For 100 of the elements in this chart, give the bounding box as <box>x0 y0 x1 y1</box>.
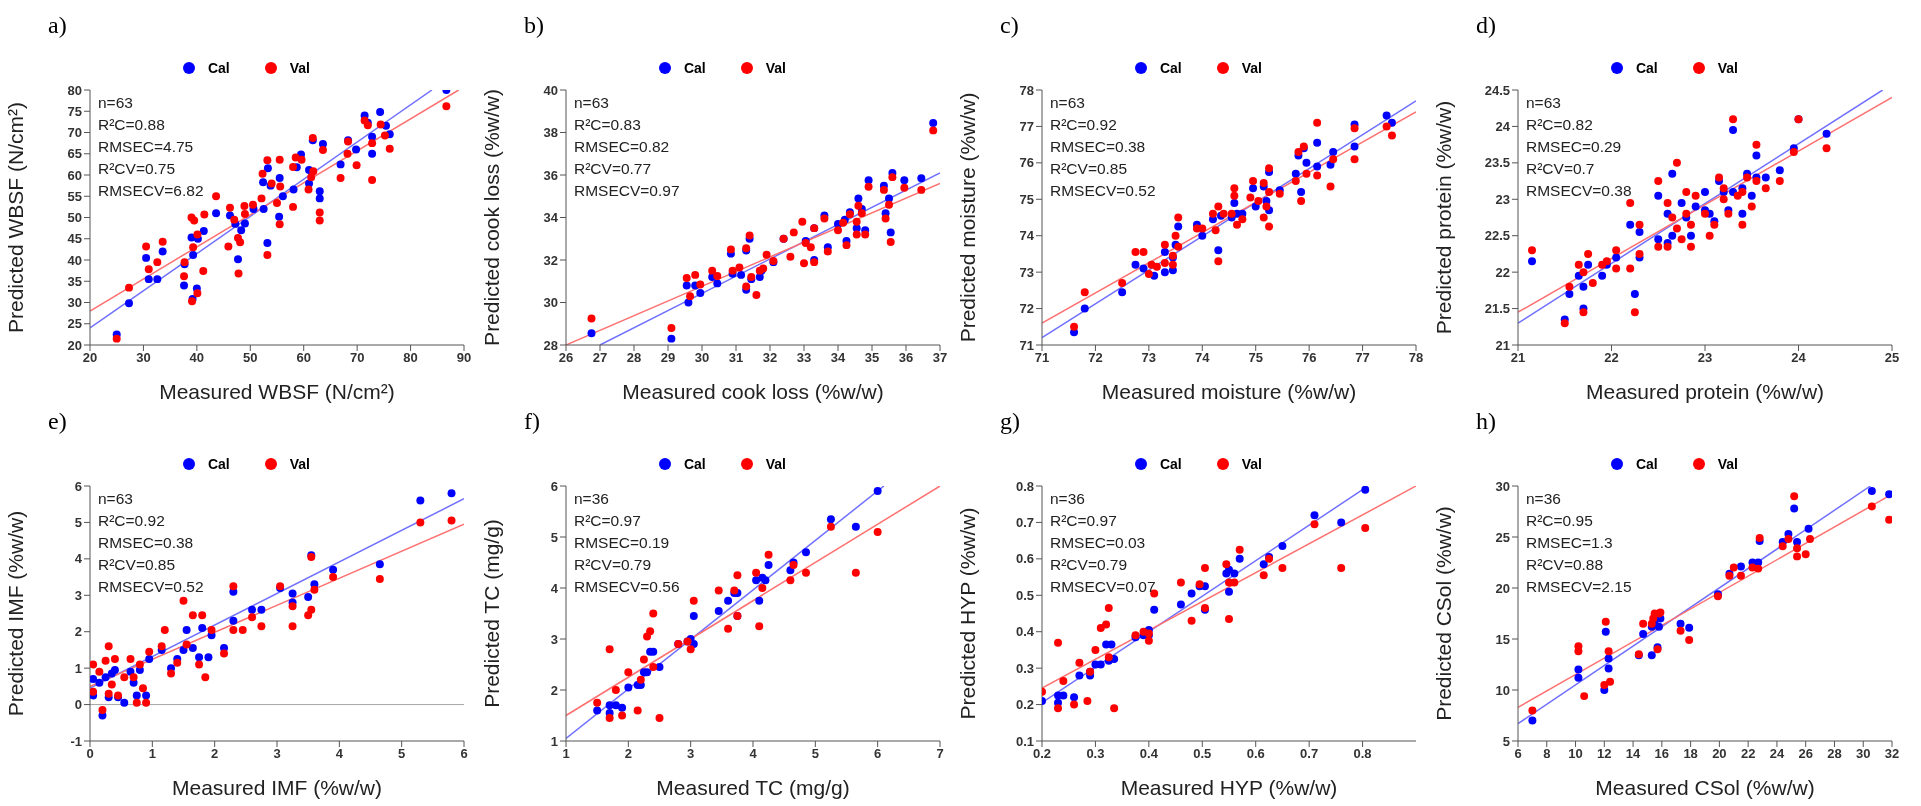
y-tick-label: 1 <box>550 733 558 749</box>
x-tick-label: 60 <box>296 350 311 366</box>
x-tick-label: 78 <box>1408 350 1424 366</box>
x-tick-label: 80 <box>403 350 418 366</box>
x-tick-label: 27 <box>592 350 608 366</box>
x-tick-label: 2 <box>624 746 632 762</box>
x-axis-title: Measured CSol (%w/w) <box>1595 776 1815 799</box>
annotation: R²CV=0.79 <box>574 555 653 575</box>
y-tick-label: 5 <box>74 515 82 531</box>
y-tick-label: 30 <box>543 295 558 311</box>
annotation: RMSECV=0.52 <box>1050 181 1156 201</box>
x-tick-label: 22 <box>1740 746 1756 762</box>
y-tick-label: 6 <box>550 478 558 494</box>
x-tick-label: 1 <box>148 746 156 762</box>
legend-label: Val <box>289 456 311 472</box>
x-tick-label: 12 <box>1597 746 1612 762</box>
y-tick-label: 55 <box>67 188 82 204</box>
annotation: RMSECV=0.07 <box>1050 577 1156 597</box>
annotation: RMSECV=0.52 <box>98 577 204 597</box>
y-tick-label: 28 <box>543 337 558 353</box>
x-tick-label: 34 <box>830 350 846 366</box>
y-tick-label: 72 <box>1019 301 1034 317</box>
legend-label: Cal <box>1635 60 1658 76</box>
y-tick-label: 2 <box>550 682 558 698</box>
x-tick-label: 16 <box>1654 746 1670 762</box>
legend-label: Val <box>1717 456 1739 472</box>
y-tick-label: 0.7 <box>1015 515 1034 531</box>
y-tick-label: 15 <box>1495 631 1510 647</box>
y-axis-title: Predicted TC (mg/g) <box>480 519 504 708</box>
x-tick-label: 37 <box>932 350 948 366</box>
y-tick-label: 4 <box>550 580 559 596</box>
legend-label: Val <box>1717 60 1739 76</box>
x-tick-label: 22 <box>1604 350 1619 366</box>
chart-title: a) <box>47 11 68 40</box>
x-axis-title: Measured WBSF (N/cm²) <box>159 380 395 403</box>
x-axis-title: Measured TC (mg/g) <box>656 776 850 799</box>
y-tick-label: 2 <box>74 624 82 640</box>
annotation: n=63 <box>1526 93 1562 113</box>
x-tick-label: 5 <box>398 746 406 762</box>
y-tick-label: 40 <box>543 82 558 98</box>
annotation: n=36 <box>574 489 610 509</box>
y-tick-label: 23 <box>1495 191 1510 207</box>
y-tick-label: 1 <box>74 660 82 676</box>
y-tick-label: 65 <box>67 146 82 162</box>
y-tick-label: 4 <box>74 551 83 567</box>
x-tick-label: 20 <box>1712 746 1727 762</box>
x-tick-label: 18 <box>1683 746 1698 762</box>
annotation: RMSEC=0.03 <box>1050 533 1147 553</box>
x-tick-label: 30 <box>136 350 151 366</box>
x-tick-label: 4 <box>335 746 344 762</box>
y-tick-label: 32 <box>543 252 558 268</box>
annotation: RMSEC=0.82 <box>574 137 671 157</box>
y-tick-label: 78 <box>1019 82 1034 98</box>
y-tick-label: 5 <box>1502 733 1510 749</box>
legend-label: Val <box>289 60 311 76</box>
annotation: RMSEC=0.19 <box>574 533 671 553</box>
x-tick-label: 1 <box>562 746 570 762</box>
x-axis-title: Measured moisture (%w/w) <box>1101 380 1357 403</box>
annotation: RMSECV=6.82 <box>98 181 204 201</box>
legend-label: Cal <box>1159 456 1182 472</box>
x-tick-label: 25 <box>1884 350 1900 366</box>
x-tick-label: 28 <box>626 350 642 366</box>
legend-label: Cal <box>683 456 706 472</box>
y-tick-label: 76 <box>1019 155 1034 171</box>
x-tick-label: 6 <box>874 746 882 762</box>
x-axis-title: Measured protein (%w/w) <box>1585 380 1825 403</box>
x-tick-label: 75 <box>1248 350 1263 366</box>
y-axis-title: Predicted IMF (%w/w) <box>4 510 28 717</box>
y-tick-label: 40 <box>67 252 82 268</box>
y-tick-label: 50 <box>67 210 82 226</box>
x-tick-label: 6 <box>1514 746 1522 762</box>
x-axis-title: Measured HYP (%w/w) <box>1120 776 1338 799</box>
annotation: RMSEC=4.75 <box>98 137 195 157</box>
annotation: R²CV=0.88 <box>1526 555 1605 575</box>
x-axis-title: Measured IMF (%w/w) <box>171 776 383 799</box>
x-tick-label: 24 <box>1769 746 1785 762</box>
chart-title: c) <box>999 11 1020 40</box>
annotation: n=63 <box>98 93 134 113</box>
annotation: n=63 <box>98 489 134 509</box>
y-tick-label: 3 <box>74 587 82 603</box>
x-tick-label: 32 <box>1884 746 1900 762</box>
x-tick-label: 23 <box>1697 350 1713 366</box>
y-axis-title: Predicted HYP (%w/w) <box>956 507 980 720</box>
annotation: RMSECV=0.97 <box>574 181 680 201</box>
y-tick-label: 38 <box>543 125 558 141</box>
x-tick-label: 29 <box>660 350 676 366</box>
x-tick-label: 0 <box>86 746 94 762</box>
y-axis-title: Predicted WBSF (N/cm²) <box>4 101 28 334</box>
annotation: R²CV=0.7 <box>1526 159 1596 179</box>
y-axis-title: Predicted protein (%w/w) <box>1432 100 1456 335</box>
y-tick-label: 0.5 <box>1015 587 1034 603</box>
annotation: RMSECV=0.56 <box>574 577 680 597</box>
x-tick-label: 8 <box>1543 746 1551 762</box>
x-tick-label: 0.4 <box>1139 746 1159 762</box>
annotation: R²CV=0.77 <box>574 159 653 179</box>
y-tick-label: 10 <box>1495 682 1510 698</box>
y-tick-label: 74 <box>1019 228 1035 244</box>
chart-title: g) <box>999 407 1021 436</box>
x-tick-label: 0.5 <box>1193 746 1212 762</box>
x-tick-label: 31 <box>728 350 744 366</box>
